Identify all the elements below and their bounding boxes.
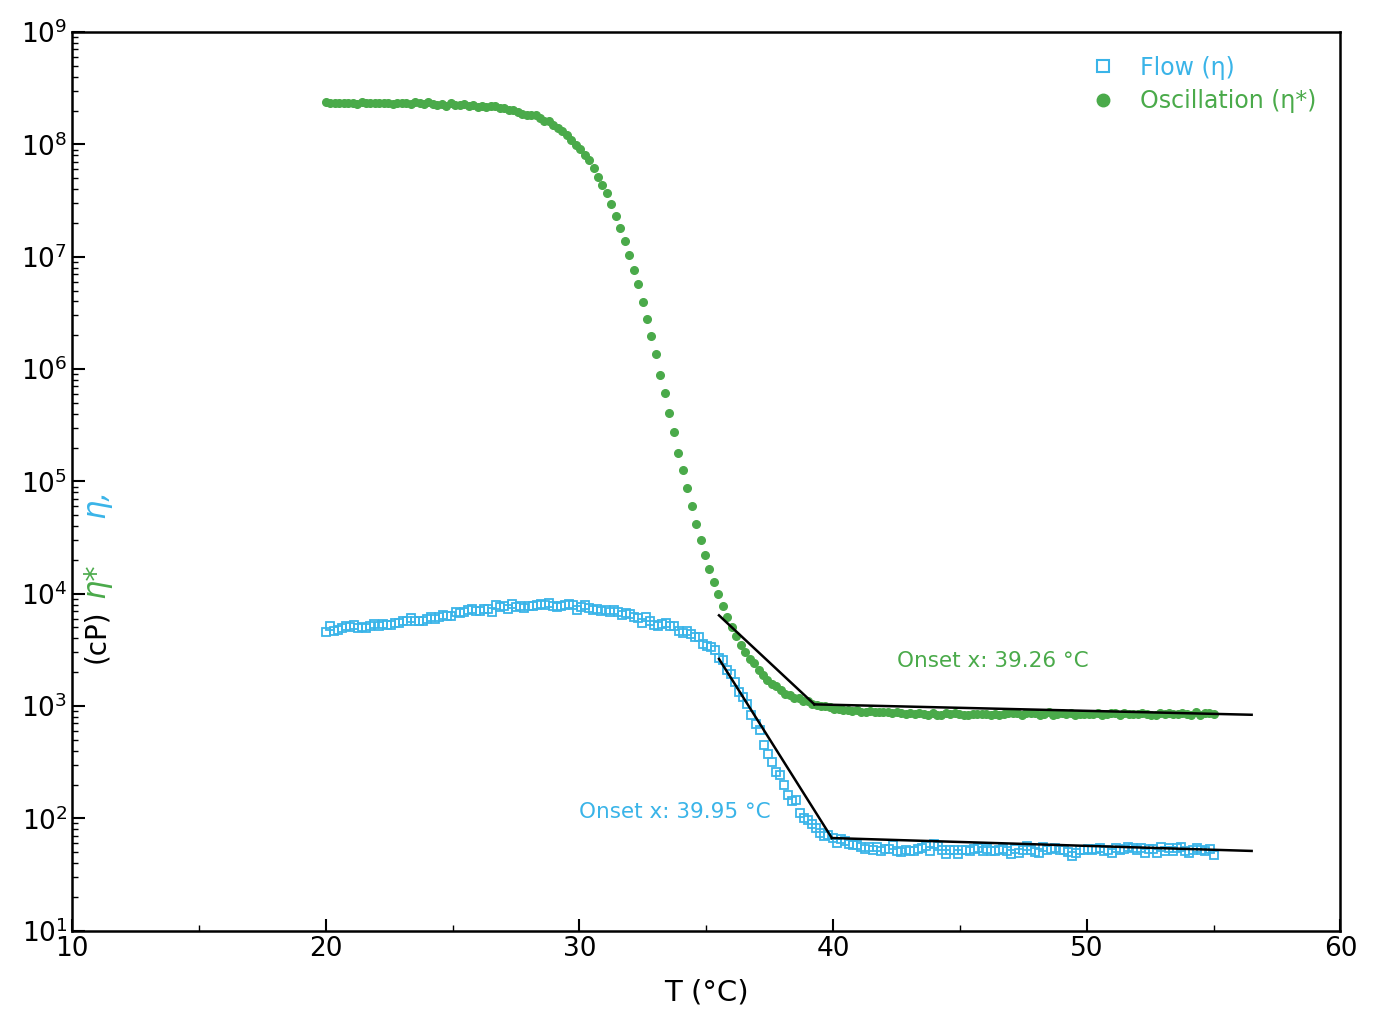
Legend: Flow (η), Oscillation (η*): Flow (η), Oscillation (η*): [1067, 44, 1328, 125]
Text: η,: η,: [81, 489, 112, 518]
Text: Onset x: 39.95 °C: Onset x: 39.95 °C: [580, 801, 772, 822]
X-axis label: T (°C): T (°C): [664, 978, 748, 1006]
Text: Onset x: 39.26 °C: Onset x: 39.26 °C: [897, 651, 1089, 672]
Text: (cP): (cP): [83, 610, 110, 663]
Text: η*: η*: [81, 563, 112, 598]
